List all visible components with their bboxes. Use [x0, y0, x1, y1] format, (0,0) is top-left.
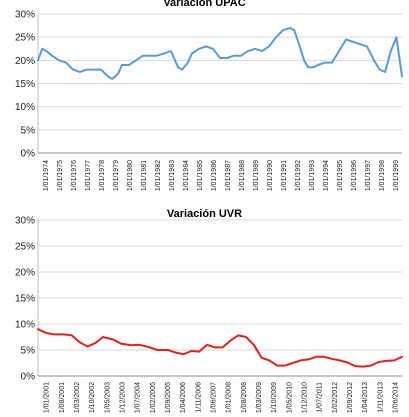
uvr-x-tick-label: 1/09/2005	[165, 382, 172, 413]
upac-x-tick-label: 1/01/1974	[43, 160, 50, 191]
uvr-x-tick-label: 1/12/2010	[301, 382, 308, 413]
uvr-y-tick-label: 5%	[21, 346, 36, 357]
uvr-x-tick-label: 1/07/2011	[317, 382, 324, 413]
upac-x-tick-label: 1/01/1995	[337, 160, 344, 191]
upac-x-tick-label: 1/01/1999	[393, 160, 400, 191]
upac-y-tick-label: 20%	[15, 56, 35, 67]
upac-y-tick-label: 5%	[21, 125, 36, 136]
upac-y-tick-label: 25%	[15, 33, 35, 44]
upac-x-tick-label: 1/01/1983	[169, 160, 176, 191]
upac-x-tick-label: 1/01/1993	[309, 160, 316, 191]
upac-x-tick-label: 1/01/1997	[365, 160, 372, 191]
upac-x-tick-label: 1/01/1982	[155, 160, 162, 191]
uvr-y-tick-label: 25%	[15, 242, 35, 253]
uvr-x-tick-label: 1/08/2008	[241, 382, 248, 413]
upac-x-tick-label: 1/01/1994	[323, 160, 330, 191]
upac-x-tick-label: 1/01/1992	[295, 160, 302, 191]
uvr-x-tick-label: 1/03/2009	[256, 382, 263, 413]
uvr-x-tick-label: 1/07/2004	[135, 382, 142, 413]
chart-upac-plot: 0% 5% 10% 15% 20% 25% 30% 1/01/1974 1/01/1975 1/0…	[15, 10, 403, 191]
upac-y-tick-label: 15%	[15, 79, 35, 90]
uvr-y-tick-label: 30%	[15, 216, 35, 227]
uvr-x-tick-label: 1/01/2001	[44, 382, 51, 413]
uvr-y-tick-label: 15%	[15, 294, 35, 305]
uvr-x-tick-label: 1/05/2010	[286, 382, 293, 413]
upac-x-tick-label: 1/01/1976	[71, 160, 78, 191]
upac-series-line	[37, 26, 403, 80]
upac-x-tick-label: 1/01/1979	[113, 160, 120, 191]
uvr-x-tick-label: 1/10/2002	[89, 382, 96, 413]
upac-x-tick-label: 1/01/1991	[281, 160, 288, 191]
upac-x-tick-label: 1/01/1975	[57, 160, 64, 191]
uvr-y-tick-label: 10%	[15, 320, 35, 331]
uvr-x-tick-label: 1/05/2003	[104, 382, 111, 413]
uvr-y-tick-label: 0%	[21, 372, 36, 383]
upac-x-tick-label: 1/01/1984	[183, 160, 190, 191]
uvr-x-tick-label: 1/11/2013	[377, 382, 384, 413]
chart-title-upac: Variación UPAC	[163, 0, 246, 9]
upac-x-tick-label: 1/01/1998	[379, 160, 386, 191]
uvr-x-tick-label: 1/01/2008	[226, 382, 233, 413]
upac-x-tick-label: 1/01/1977	[85, 160, 92, 191]
upac-x-tick-label: 1/01/1990	[267, 160, 274, 191]
upac-x-tick-label: 1/01/1981	[141, 160, 148, 191]
upac-y-tick-label: 0%	[21, 149, 36, 160]
chart-title-uvr: Variación UVR	[166, 208, 243, 220]
uvr-x-tick-label: 1/02/2012	[332, 382, 339, 413]
uvr-x-tick-label: 1/10/2009	[271, 382, 278, 413]
uvr-x-tick-label: 1/09/2012	[347, 382, 354, 413]
uvr-x-tick-label: 1/02/2005	[150, 382, 157, 413]
upac-x-tick-label: 1/01/1980	[127, 160, 134, 191]
upac-x-tick-label: 1/01/1996	[351, 160, 358, 191]
uvr-x-tick-label: 1/04/2006	[180, 382, 187, 413]
uvr-series-line	[37, 328, 403, 368]
uvr-x-tick-label: 1/06/2007	[210, 382, 217, 413]
upac-x-tick-label: 1/01/1989	[253, 160, 260, 191]
chart-uvr-plot: 0% 5% 10% 15% 20% 25% 30% 1/01/2001 1/08/2001 1/0…	[15, 216, 403, 413]
upac-x-tick-label: 1/01/1986	[211, 160, 218, 191]
upac-y-tick-label: 10%	[15, 102, 35, 113]
upac-x-tick-label: 1/01/1987	[225, 160, 232, 191]
uvr-x-tick-label: 1/04/2013	[362, 382, 369, 413]
uvr-x-tick-label: 1/12/2003	[119, 382, 126, 413]
uvr-x-tick-label: 1/11/2006	[195, 382, 202, 413]
chart-uvr: Variación UVR 0% 5% 10% 15% 20% 25% 30% 1/01/20…	[0, 208, 409, 417]
upac-x-tick-label: 1/01/1988	[239, 160, 246, 191]
upac-y-tick-label: 30%	[15, 10, 35, 21]
uvr-x-tick-label: 1/03/2002	[74, 382, 81, 413]
uvr-x-tick-label: 1/08/2001	[59, 382, 66, 413]
uvr-x-tick-label: 1/06/2014	[392, 382, 399, 413]
upac-x-tick-label: 1/01/1978	[99, 160, 106, 191]
chart-upac: Variación UPAC 0% 5% 10% 15% 20% 25% 30% 1/01/1…	[0, 0, 409, 208]
upac-x-tick-label: 1/01/1985	[197, 160, 204, 191]
uvr-y-tick-label: 20%	[15, 268, 35, 279]
